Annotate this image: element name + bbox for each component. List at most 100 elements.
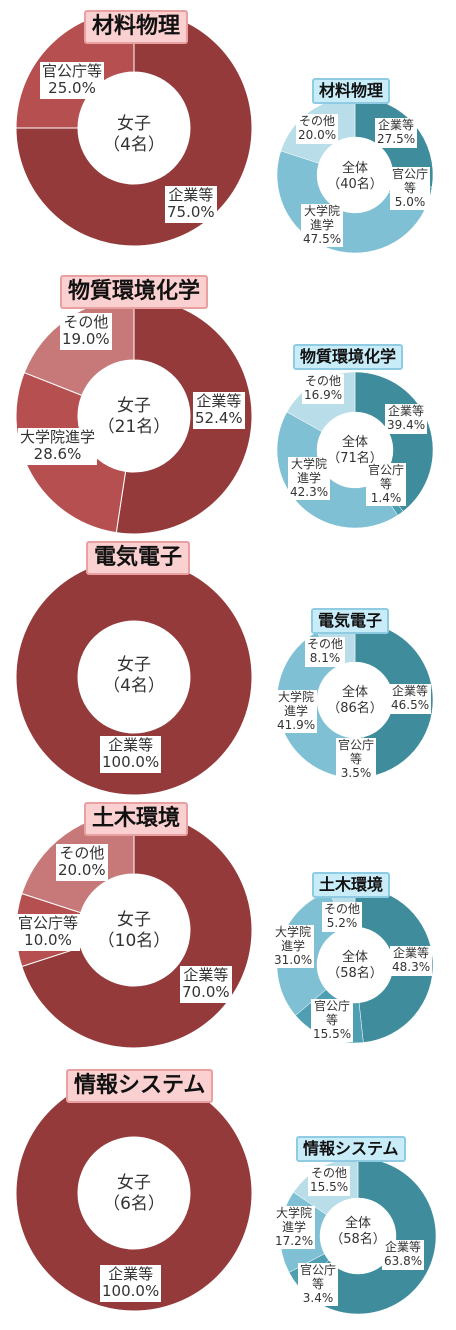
- data-label-官公庁等: 官公庁等 10.0%: [16, 914, 81, 951]
- center-label-group: 女子: [117, 1173, 151, 1193]
- data-label-category: 企業等: [196, 392, 242, 410]
- data-label-category: 大学院進学: [20, 428, 96, 446]
- center-label: 女子 （10名）: [94, 910, 174, 953]
- data-label-value: 52.4%: [195, 409, 243, 428]
- chart-title: 材料物理: [312, 78, 391, 104]
- data-label-大学院進学: 大学院 進学 42.3%: [288, 457, 331, 501]
- data-label-その他: その他 5.2%: [322, 902, 363, 932]
- data-label-官公庁等: 官公庁等 1.4%: [366, 463, 407, 507]
- chart-title: 電気電子: [311, 608, 390, 634]
- chart-title: 情報システム: [66, 1069, 214, 1103]
- data-label-value: 41.9%: [277, 717, 316, 732]
- data-label-官公庁等: 官公庁等 25.0%: [40, 62, 105, 99]
- data-label-官公庁等: 官公庁等 3.4%: [298, 1263, 339, 1307]
- center-label-count: （10名）: [97, 931, 171, 952]
- data-label-その他: その他 16.9%: [302, 374, 345, 404]
- data-label-value: 27.5%: [377, 131, 416, 146]
- data-label-value: 42.3%: [290, 484, 329, 499]
- center-label-count: （71名）: [327, 451, 383, 467]
- data-label-官公庁等: 官公庁等 5.0%: [390, 167, 431, 211]
- slice-企業等: [115, 297, 253, 535]
- data-label-category: 進学: [297, 470, 322, 485]
- data-label-category: 大学院: [278, 690, 315, 704]
- data-label-大学院進学: 大学院 進学 41.9%: [275, 690, 318, 734]
- chart-title: 材料物理: [84, 10, 189, 44]
- data-label-category: 官公庁: [338, 738, 375, 752]
- data-label-category: 等: [312, 1276, 325, 1291]
- data-label-value: 48.3%: [392, 959, 431, 974]
- center-label-group: 女子: [117, 655, 151, 675]
- data-label-官公庁等: 官公庁等 15.5%: [311, 999, 354, 1043]
- data-label-category: 官公庁等: [42, 62, 103, 80]
- data-label-category: 等: [326, 1012, 339, 1027]
- data-label-その他: その他 8.1%: [305, 637, 346, 667]
- data-label-企業等: 企業等 52.4%: [193, 392, 245, 429]
- data-label-その他: その他 20.0%: [56, 844, 108, 881]
- data-label-value: 31.0%: [274, 952, 313, 967]
- data-label-企業等: 企業等 100.0%: [100, 736, 162, 773]
- data-label-企業等: 企業等 46.5%: [389, 684, 432, 714]
- chart-title: 電気電子: [86, 541, 191, 575]
- center-label: 全体 （58名）: [325, 950, 385, 983]
- data-label-value: 3.5%: [340, 765, 372, 780]
- center-label: 全体 （58名）: [328, 1216, 388, 1249]
- data-label-category: 企業等: [388, 404, 425, 418]
- data-label-value: 20.0%: [298, 127, 337, 142]
- donut-chart-5: [15, 558, 253, 796]
- data-label-大学院進学: 大学院 進学 31.0%: [272, 925, 315, 969]
- data-label-value: 19.0%: [62, 330, 110, 349]
- data-label-category: 等: [404, 180, 417, 195]
- center-label-group: 全体: [344, 1216, 371, 1231]
- slice-企業等: [15, 558, 253, 796]
- data-label-value: 63.8%: [384, 1253, 423, 1268]
- data-label-category: 進学: [284, 703, 309, 718]
- data-label-value: 46.5%: [391, 697, 430, 712]
- data-label-大学院進学: 大学院進学 28.6%: [18, 428, 98, 465]
- center-label-count: （4名）: [103, 135, 165, 156]
- center-label-group: 全体: [341, 685, 368, 700]
- data-label-大学院進学: 大学院 進学 17.2%: [273, 1206, 316, 1250]
- data-label-value: 10.0%: [24, 931, 72, 950]
- center-label: 女子 （6名）: [94, 1173, 174, 1216]
- data-label-value: 15.5%: [313, 1026, 352, 1041]
- data-label-企業等: 企業等 70.0%: [180, 966, 232, 1003]
- chart-title: 土木環境: [312, 872, 391, 898]
- data-label-企業等: 企業等 39.4%: [385, 404, 428, 434]
- data-label-企業等: 企業等 48.3%: [390, 946, 433, 976]
- center-label-count: （21名）: [97, 417, 171, 438]
- center-label-count: （40名）: [327, 177, 383, 193]
- data-label-category: 大学院: [276, 1206, 313, 1220]
- data-label-value: 28.6%: [33, 445, 82, 464]
- center-label-group: 女子: [117, 396, 151, 416]
- data-label-value: 5.0%: [394, 194, 426, 209]
- chart-title: 土木環境: [84, 802, 189, 836]
- center-label-group: 女子: [117, 910, 151, 930]
- data-label-value: 70.0%: [182, 983, 230, 1002]
- data-label-category: 大学院: [275, 925, 312, 939]
- center-label-group: 女子: [117, 114, 151, 134]
- data-label-企業等: 企業等 63.8%: [382, 1240, 425, 1270]
- data-label-その他: その他 15.5%: [308, 1166, 351, 1196]
- data-label-category: その他: [299, 114, 336, 128]
- data-label-category: 進学: [282, 1219, 307, 1234]
- data-label-category: その他: [324, 902, 361, 916]
- data-label-官公庁等: 官公庁等 3.5%: [336, 738, 377, 782]
- data-label-value: 100.0%: [102, 753, 160, 772]
- center-label: 女子 （21名）: [94, 396, 174, 439]
- data-label-value: 8.1%: [309, 650, 341, 665]
- center-label-group: 全体: [341, 950, 368, 965]
- data-label-category: 企業等: [108, 736, 154, 754]
- center-label-count: （4名）: [103, 676, 165, 697]
- data-label-category: 官公庁: [368, 463, 405, 477]
- chart-title: 物質環境化学: [60, 275, 209, 309]
- center-label: 女子 （4名）: [94, 114, 174, 157]
- data-label-value: 47.5%: [303, 231, 342, 246]
- data-label-企業等: 企業等 75.0%: [165, 186, 217, 223]
- data-label-category: 大学院: [291, 457, 328, 471]
- center-label: 全体 （40名）: [325, 161, 385, 194]
- data-label-value: 17.2%: [275, 1233, 314, 1248]
- data-label-category: 官公庁: [300, 1263, 337, 1277]
- data-label-value: 25.0%: [48, 79, 96, 98]
- data-label-category: 企業等: [393, 946, 430, 960]
